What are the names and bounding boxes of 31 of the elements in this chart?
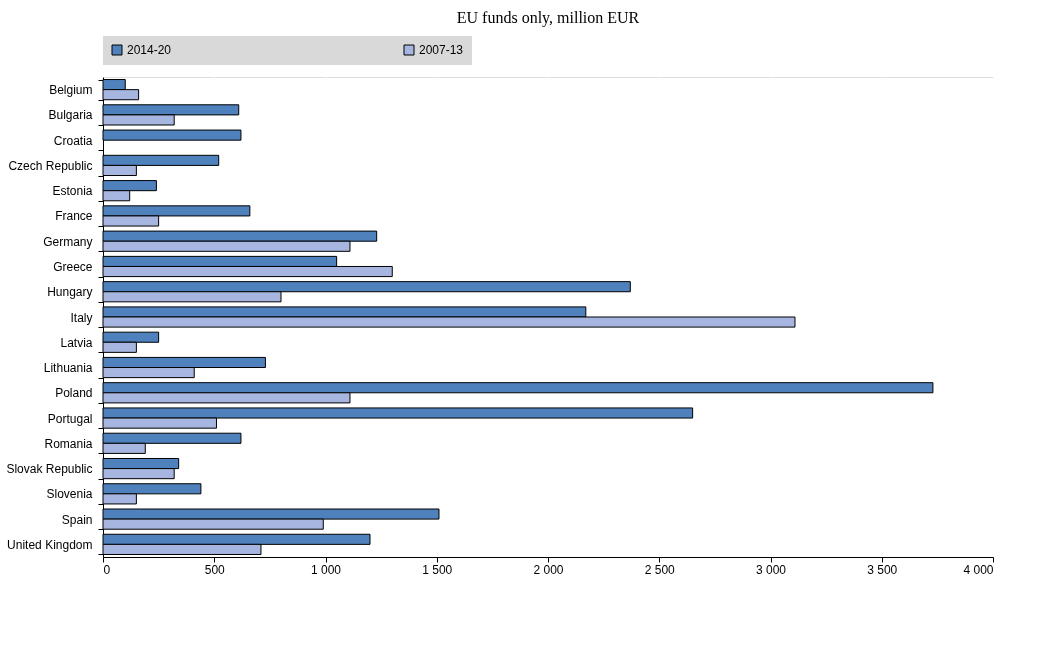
- y-tick-label: Spain: [61, 512, 93, 527]
- x-tick-label: 0: [103, 562, 111, 577]
- y-tick-label: Slovak Republic: [6, 462, 93, 477]
- y-tick-label: Greece: [53, 259, 93, 274]
- y-tick-label: Estonia: [52, 184, 93, 199]
- y-tick-label: Latvia: [60, 335, 93, 350]
- y-tick-label: France: [55, 209, 93, 224]
- y-tick-label: Lithuania: [43, 361, 93, 376]
- y-tick-label: Belgium: [49, 83, 93, 98]
- y-tick-label: Bulgaria: [48, 108, 93, 123]
- y-tick-label: Czech Republic: [8, 158, 93, 173]
- x-tick-label: 1 500: [422, 562, 453, 577]
- y-tick-label: Slovenia: [46, 487, 93, 502]
- legend-label: 2014-20: [127, 43, 172, 57]
- x-tick-label: 3 000: [755, 562, 787, 577]
- y-tick-label: Italy: [70, 310, 93, 325]
- legend-label: 2007-13: [419, 43, 464, 57]
- y-tick-label: Poland: [55, 386, 93, 401]
- x-tick-label: 2 000: [533, 562, 564, 577]
- y-tick-label: Germany: [43, 234, 93, 249]
- y-tick-label: Romania: [44, 436, 93, 451]
- y-tick-label: Portugal: [47, 411, 93, 426]
- x-tick-label: 1 000: [310, 562, 342, 577]
- x-tick-label: 500: [204, 562, 226, 577]
- x-tick-label: 2 500: [644, 562, 676, 577]
- y-tick-label: Croatia: [53, 133, 93, 148]
- y-tick-label: Hungary: [47, 285, 93, 300]
- x-tick-label: 4 000: [963, 562, 994, 577]
- x-tick-label: 3 500: [867, 562, 898, 577]
- chart-title: EU funds only, million EUR: [456, 9, 640, 27]
- y-tick-label: United Kingdom: [7, 537, 93, 552]
